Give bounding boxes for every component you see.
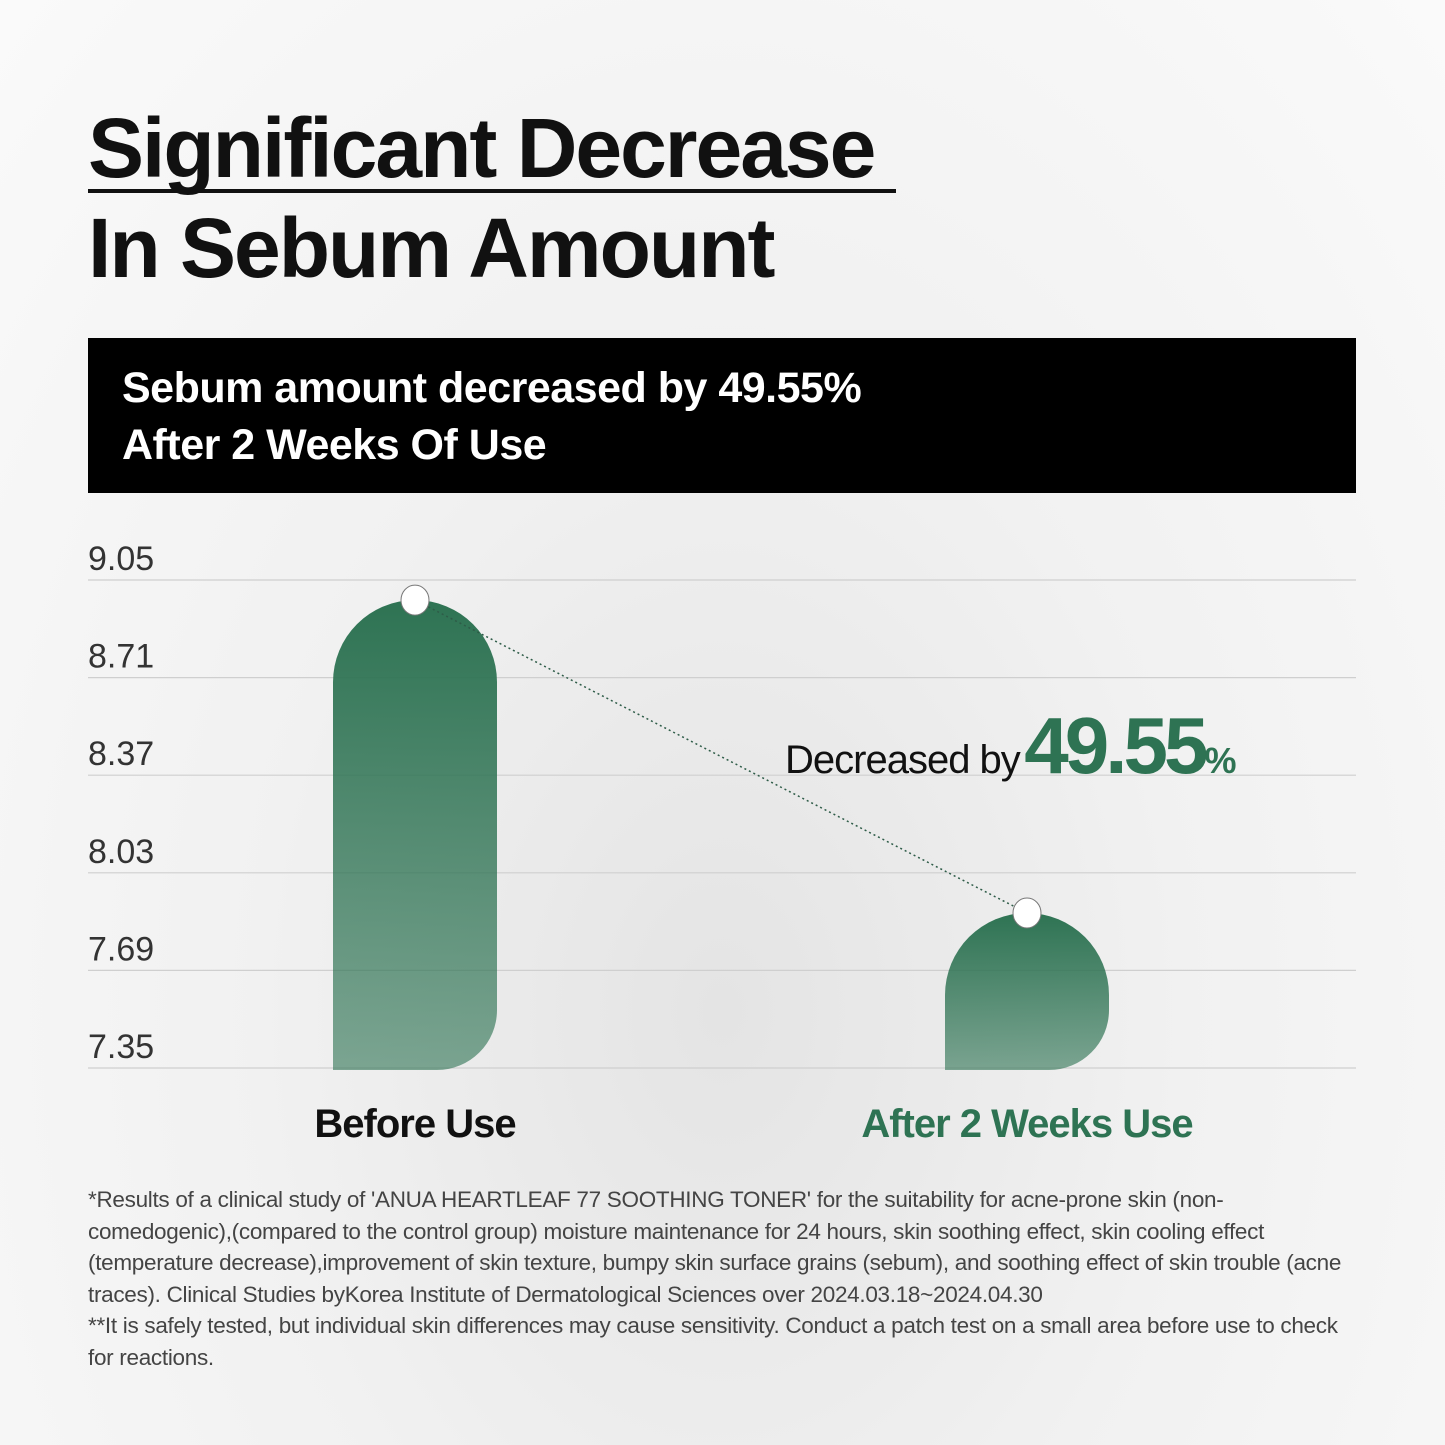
y-tick-label: 7.69 [88,930,154,968]
data-point-marker [400,584,430,616]
y-tick-label: 9.05 [88,540,154,578]
title-line-2: In Sebum Amount [88,201,776,295]
footnote: *Results of a clinical study of 'ANUA HE… [88,1184,1358,1373]
y-tick-label: 7.35 [88,1028,154,1066]
annotation-unit: % [1204,740,1237,781]
banner-line-1: Sebum amount decreased by 49.55% [122,364,862,412]
banner-line-2: After 2 Weeks Of Use [122,421,547,469]
y-tick-label: 8.71 [88,638,154,676]
annotation-value: 49.55 [1024,701,1208,790]
footnote-study: *Results of a clinical study of 'ANUA HE… [88,1187,1342,1307]
x-category-label: Before Use [314,1102,515,1146]
footnote-safety: **It is safely tested, but individual sk… [88,1313,1338,1370]
summary-banner: Sebum amount decreased by 49.55% After 2… [88,338,1356,493]
title-line-1: Significant Decrease [88,106,897,193]
decrease-annotation: Decreased by 49.55% [785,700,1236,792]
data-point-marker [1012,897,1042,929]
annotation-prefix: Decreased by [785,738,1021,782]
y-tick-label: 8.03 [88,833,154,871]
bar [333,600,497,1070]
page-title: Significant Decrease In Sebum Amount [88,98,897,298]
y-tick-label: 8.37 [88,735,154,773]
x-category-label: After 2 Weeks Use [861,1102,1192,1146]
bar [945,913,1109,1070]
